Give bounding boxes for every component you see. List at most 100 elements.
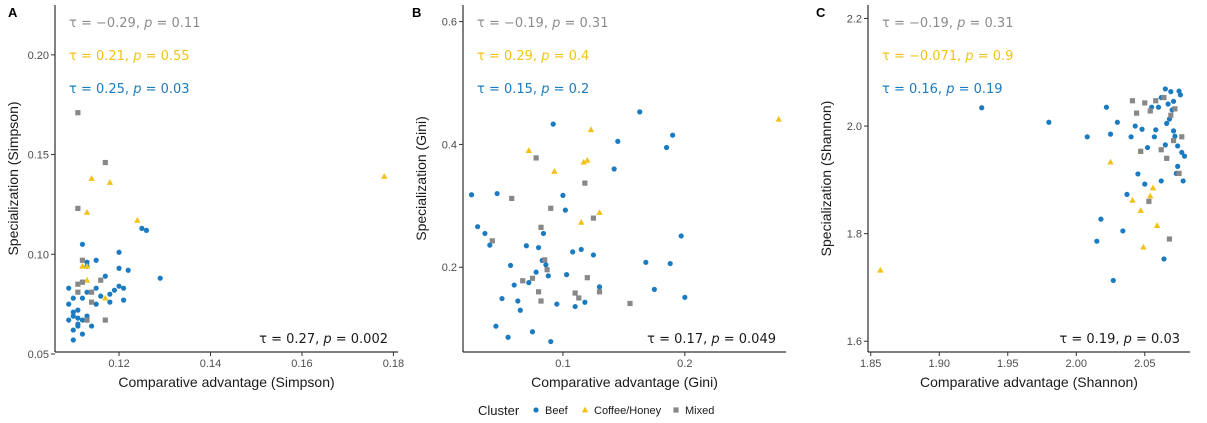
data-point	[79, 262, 86, 269]
data-point	[627, 300, 633, 307]
data-point	[83, 276, 91, 283]
data-point	[1110, 277, 1116, 284]
legend-item-beef: Beef	[533, 405, 569, 417]
series-coffee-honey	[877, 147, 1161, 273]
data-point	[535, 289, 542, 295]
data-point	[116, 265, 122, 271]
x-tick-label: 0.18	[383, 358, 404, 370]
data-point	[1144, 144, 1151, 151]
data-point	[1180, 178, 1186, 184]
data-point	[651, 286, 657, 292]
data-point	[70, 295, 76, 301]
data-point	[520, 278, 526, 284]
legend-item-coffee-honey: Coffee/Honey	[581, 405, 662, 417]
data-point	[576, 295, 582, 301]
data-point	[494, 190, 500, 197]
data-point	[1133, 110, 1140, 116]
x-axis-title: Comparative advantage (Gini)	[531, 374, 718, 390]
data-point	[75, 321, 81, 327]
data-point	[1175, 163, 1181, 169]
panel-letter: C	[816, 5, 826, 20]
data-point	[550, 121, 556, 127]
data-point	[1103, 104, 1110, 110]
y-tick-label: 2.0	[847, 121, 862, 133]
data-point	[83, 209, 91, 215]
data-point	[88, 175, 95, 181]
series-beef	[979, 86, 1188, 284]
y-tick-label: 0.6	[442, 17, 457, 29]
data-point	[66, 301, 72, 307]
x-tick-label: 0.2	[677, 358, 692, 370]
data-point	[570, 249, 576, 255]
data-point	[529, 329, 536, 335]
y-tick-label: 0.10	[28, 249, 49, 261]
data-point	[84, 313, 90, 319]
data-point	[1129, 98, 1136, 104]
data-point	[84, 259, 90, 265]
legend-title: Cluster	[478, 403, 520, 418]
data-point	[381, 173, 388, 179]
data-point	[102, 159, 108, 166]
data-point	[682, 294, 688, 300]
data-point	[1158, 178, 1164, 184]
data-point	[88, 289, 95, 295]
x-axis-title: Comparative advantage (Shannon)	[920, 374, 1138, 390]
data-point	[1170, 98, 1177, 104]
x-tick-label: 0.12	[108, 358, 129, 370]
x-tick-label: 2.00	[1066, 358, 1087, 370]
data-point	[560, 192, 566, 198]
data-point	[611, 166, 617, 172]
y-tick-label: 2.2	[847, 13, 862, 25]
data-point	[562, 207, 568, 213]
data-point	[93, 257, 99, 263]
data-point	[1114, 119, 1120, 125]
x-tick-label: 1.85	[860, 358, 881, 370]
data-point	[107, 291, 113, 297]
data-point	[637, 109, 643, 115]
data-point	[543, 262, 549, 268]
data-point	[1151, 134, 1157, 140]
data-point	[79, 317, 86, 323]
cluster-stat-coffee-honey: τ = −0.071, p = 0.9	[882, 49, 1013, 64]
legend-key-square	[673, 407, 679, 413]
data-point	[125, 267, 131, 273]
data-point	[1142, 181, 1148, 187]
overall-stat: τ = 0.27, p = 0.002	[259, 332, 388, 347]
cluster-stat-beef: τ = 0.25, p = 0.03	[69, 82, 190, 97]
data-point	[523, 243, 529, 249]
cluster-stat-mixed: τ = −0.19, p = 0.31	[477, 16, 608, 31]
data-point	[1179, 134, 1185, 140]
data-point	[139, 225, 145, 231]
x-tick-label: 0.16	[291, 358, 312, 370]
data-point	[678, 233, 684, 239]
data-point	[535, 244, 542, 251]
data-point	[578, 219, 585, 225]
y-tick-label: 1.6	[847, 336, 862, 348]
panel-letter: A	[8, 5, 18, 20]
data-point	[1165, 101, 1171, 107]
panel-b: B 0.1 0.2 0.2 0.4 0.6 Comparative advantage (G…	[412, 5, 786, 390]
data-point	[493, 323, 499, 329]
legend-item-mixed: Mixed	[673, 405, 714, 417]
cluster-stat-coffee-honey: τ = 0.29, p = 0.4	[477, 49, 589, 64]
y-tick-label: 0.20	[28, 50, 49, 62]
data-point	[75, 110, 81, 116]
legend-key-circle	[533, 407, 539, 413]
data-point	[79, 279, 86, 285]
data-point	[1120, 228, 1126, 234]
data-point	[157, 275, 163, 281]
data-point	[511, 282, 517, 288]
series-coffee-honey	[79, 173, 388, 301]
data-point	[1084, 134, 1090, 140]
data-point	[70, 337, 76, 343]
data-point	[596, 289, 603, 295]
data-point	[1158, 147, 1164, 153]
data-point	[1177, 92, 1184, 98]
data-point	[1142, 100, 1148, 106]
data-point	[1147, 192, 1154, 199]
data-point	[1181, 153, 1188, 159]
data-point	[102, 294, 109, 301]
data-point	[487, 242, 493, 248]
y-axis-title: Specialization (Simpson)	[5, 101, 21, 255]
